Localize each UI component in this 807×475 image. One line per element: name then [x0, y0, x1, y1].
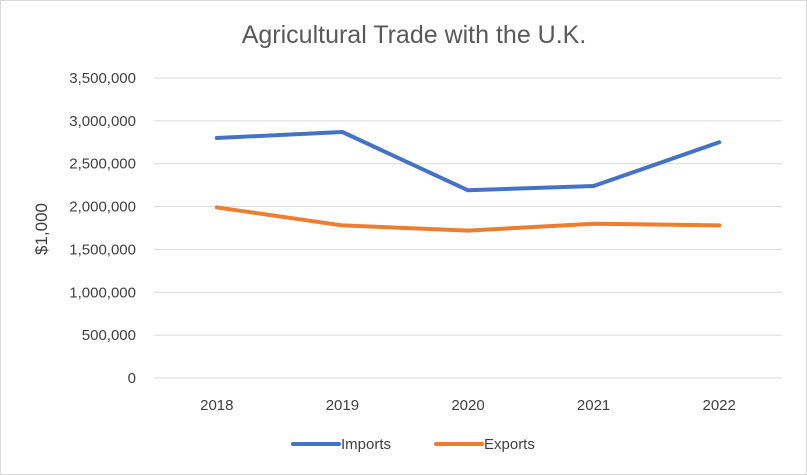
gridlines [154, 77, 782, 379]
y-tick-label: 2,000,000 [69, 199, 136, 216]
x-tick-label: 2019 [326, 397, 359, 414]
series-line-exports [214, 205, 722, 233]
y-tick-label: 3,000,000 [69, 113, 136, 130]
y-tick-label: 1,000,000 [69, 284, 136, 301]
series-lines [214, 130, 722, 233]
x-tick-label: 2022 [703, 397, 736, 414]
legend: Imports Exports [291, 436, 535, 453]
y-axis-label: $1,000 [32, 203, 51, 255]
y-tick-label: 3,500,000 [69, 70, 136, 87]
chart-title: Agricultural Trade with the U.K. [242, 21, 587, 49]
y-tick-label: 0 [128, 370, 136, 387]
x-tick-label: 2021 [577, 397, 610, 414]
series-line-imports [214, 130, 722, 193]
y-tick-label: 500,000 [82, 327, 136, 344]
y-axis-ticks: 0 500,000 1,000,000 1,500,000 2,000,000 2,500… [69, 70, 136, 387]
y-tick-label: 2,500,000 [69, 156, 136, 173]
x-axis-ticks: 2018 2019 2020 2021 2022 [200, 397, 736, 414]
legend-label-imports: Imports [341, 436, 391, 453]
y-tick-label: 1,500,000 [69, 241, 136, 258]
legend-label-exports: Exports [484, 436, 535, 453]
x-tick-label: 2020 [451, 397, 484, 414]
x-tick-label: 2018 [200, 397, 233, 414]
